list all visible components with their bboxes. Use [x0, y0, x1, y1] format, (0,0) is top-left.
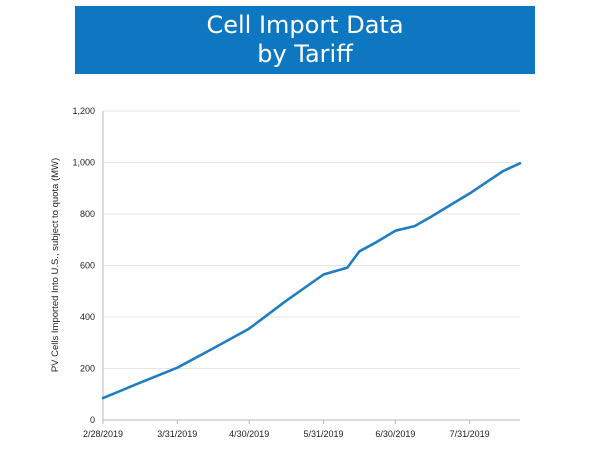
x-tick-label: 3/31/2019	[157, 429, 197, 439]
y-tick-labels: 0 200 400 600 800 1,000 1,200	[72, 106, 95, 425]
y-tick-label: 1,000	[72, 158, 95, 168]
series	[101, 162, 522, 400]
series-line-0	[101, 162, 522, 400]
x-tick-label: 5/31/2019	[303, 429, 343, 439]
x-tick-label: 2/28/2019	[83, 429, 123, 439]
chart-title: Cell Import Data by Tariff	[206, 11, 404, 68]
gridlines	[103, 110, 520, 369]
y-tick-label: 800	[80, 209, 95, 219]
y-tick-label: 1,200	[72, 106, 95, 116]
y-tick-label: 400	[80, 312, 95, 322]
x-tick-label: 7/31/2019	[450, 429, 490, 439]
title-banner: Cell Import Data by Tariff	[75, 6, 535, 74]
y-tick-label: 600	[80, 261, 95, 271]
axes	[102, 111, 520, 424]
x-tick-label: 4/30/2019	[229, 429, 269, 439]
x-tick-labels: 2/28/2019 3/31/2019 4/30/2019 5/31/2019 6/30…	[83, 429, 490, 439]
y-axis-label: PV Cells Imported Into U.S., subject to …	[50, 158, 61, 372]
y-tick-label: 200	[80, 364, 95, 374]
x-tick-label: 6/30/2019	[375, 429, 415, 439]
y-tick-label: 0	[90, 415, 95, 425]
